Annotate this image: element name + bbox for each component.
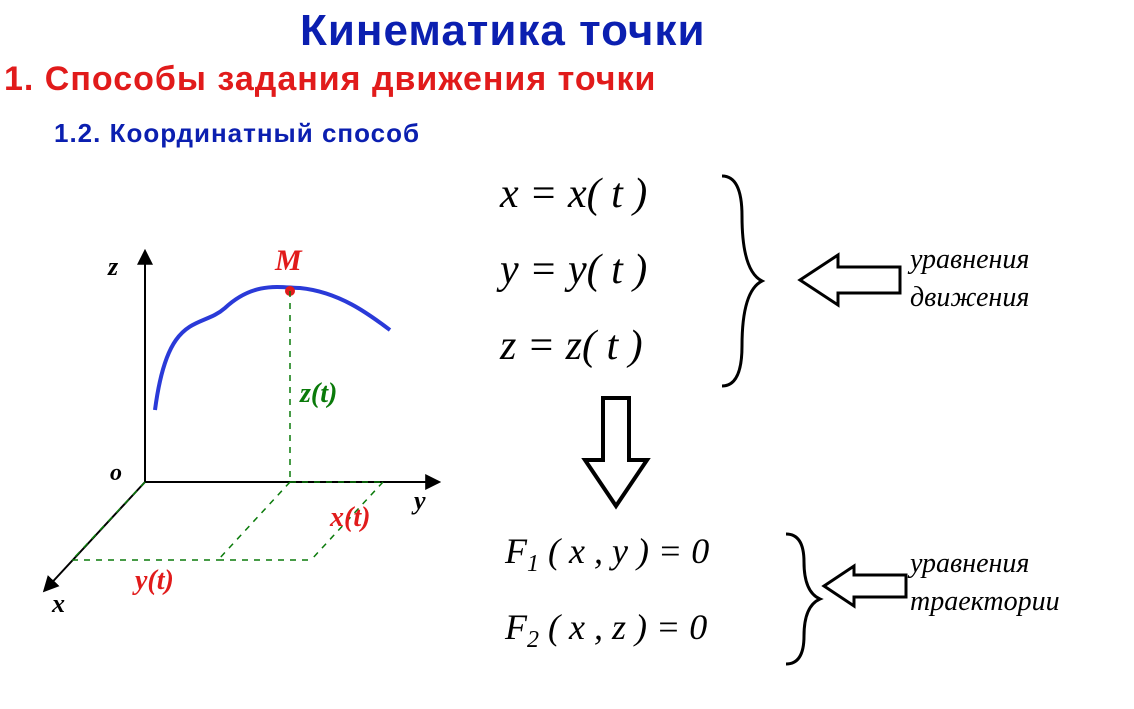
axis-x-label: x xyxy=(52,589,65,619)
eq-traj-1-f: F xyxy=(505,531,527,571)
arrow-down xyxy=(585,398,647,508)
eq-traj-1-rest: ( x , y ) = 0 xyxy=(539,531,709,571)
label-motion-1: уравнения xyxy=(910,244,1029,276)
origin-label: o xyxy=(110,460,122,487)
axis-y-label: y xyxy=(414,486,426,516)
label-traj-2: траектории xyxy=(910,586,1060,618)
eq-traj-2-f: F xyxy=(505,607,527,647)
brace-motion xyxy=(712,176,772,386)
y-of-t-label: y(t) xyxy=(135,565,174,597)
arrow-left-traj xyxy=(824,566,906,606)
z-of-t-label: z(t) xyxy=(300,378,337,410)
eq-traj-2-rest: ( x , z ) = 0 xyxy=(539,607,707,647)
label-traj-1: уравнения xyxy=(910,548,1029,580)
label-motion-2: движения xyxy=(910,282,1029,314)
eq-traj-2: F2 ( x , z ) = 0 xyxy=(505,606,707,654)
point-m-label: M xyxy=(275,244,302,278)
eq-traj-2-sub: 2 xyxy=(527,627,539,653)
eq-motion-1: x = x( t ) xyxy=(500,170,647,218)
arrow-left-motion xyxy=(800,255,900,305)
axis-z-label: z xyxy=(108,252,118,282)
eq-traj-1-sub: 1 xyxy=(527,551,539,577)
eq-motion-3: z = z( t ) xyxy=(500,322,643,370)
x-of-t-label: x(t) xyxy=(330,502,370,534)
eq-traj-1: F1 ( x , y ) = 0 xyxy=(505,530,709,578)
eq-motion-2: y = y( t ) xyxy=(500,246,647,294)
brace-traj xyxy=(778,534,828,664)
